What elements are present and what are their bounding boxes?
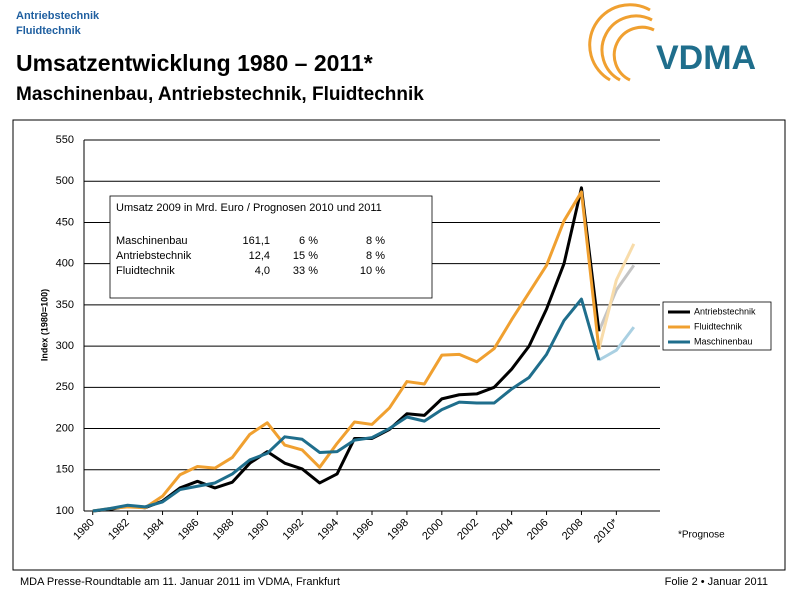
y-tick-label: 250 [56,381,74,393]
info-cell: 10 % [360,265,385,277]
x-tick-label: 2006 [525,517,551,543]
y-axis-label: Index (1980=100) [39,289,49,361]
x-tick-label: 2008 [560,517,586,543]
subtitle: Maschinenbau, Antriebstechnik, Fluidtech… [16,84,424,105]
y-tick-label: 300 [56,340,74,352]
x-tick-label: 2004 [490,517,516,543]
note: *Prognose [678,530,725,541]
info-box [109,195,433,299]
x-tick-label: 1992 [281,517,307,543]
logo-arcs [588,3,655,82]
title: Umsatzentwicklung 1980 – 2011* [16,50,373,76]
x-tick-label: 1988 [211,517,237,543]
x-tick-label: 2010* [592,516,621,545]
x-tick-label: 1982 [106,517,132,543]
info-cell: 15 % [293,250,318,262]
y-tick-label: 400 [56,258,74,270]
x-tick-label: 1990 [246,517,272,543]
x-tick-label: 2000 [420,517,446,543]
legend-label: Antriebstechnik [694,306,756,316]
legend-label: Fluidtechnik [694,321,743,331]
kicker: Fluidtechnik [16,25,82,37]
x-tick-label: 1994 [315,517,341,543]
y-tick-label: 150 [56,464,74,476]
info-cell: 33 % [293,265,318,277]
logo-text: VDMA [656,39,756,77]
y-tick-label: 100 [56,505,74,517]
series-line [92,297,601,513]
x-tick-label: 1984 [141,517,167,543]
footer-right: Folie 2 • Januar 2011 [665,576,768,588]
kicker: Antriebstechnik [16,10,100,22]
info-cell: 12,4 [249,250,270,262]
chart: 100 150 200 250 300 350 400 450 500 550 1980 1982 19… [39,134,772,546]
y-tick-label: 450 [56,216,74,228]
x-tick-label: 1996 [350,517,376,543]
footer-left: MDA Presse-Roundtable am 11. Januar 2011… [20,576,340,588]
chart-frame [12,119,786,571]
info-cell: Fluidtechnik [116,265,175,277]
x-tick-label: 2002 [455,517,481,543]
info-cell: 161,1 [242,235,270,247]
info-cell: 8 % [366,250,385,262]
forecast-line [598,326,636,362]
y-tick-label: 350 [56,299,74,311]
legend-box [662,301,772,351]
y-tick-label: 550 [56,134,74,146]
y-tick-label: 200 [56,422,74,434]
info-cell: 4,0 [255,265,270,277]
x-tick-label: 1986 [176,517,202,543]
series-line [92,190,601,513]
x-tick-label: 1980 [71,517,97,543]
info-cell: 6 % [299,235,318,247]
info-cell: Maschinenbau [116,235,188,247]
forecast-line [597,264,636,332]
info-title: Umsatz 2009 in Mrd. Euro / Prognosen 201… [116,202,382,214]
forecast-line [597,243,636,350]
info-cell: 8 % [366,235,385,247]
x-tick-label: 1998 [385,517,411,543]
info-cell: Antriebstechnik [116,250,192,262]
y-tick-label: 500 [56,175,74,187]
legend-label: Maschinenbau [694,336,753,346]
